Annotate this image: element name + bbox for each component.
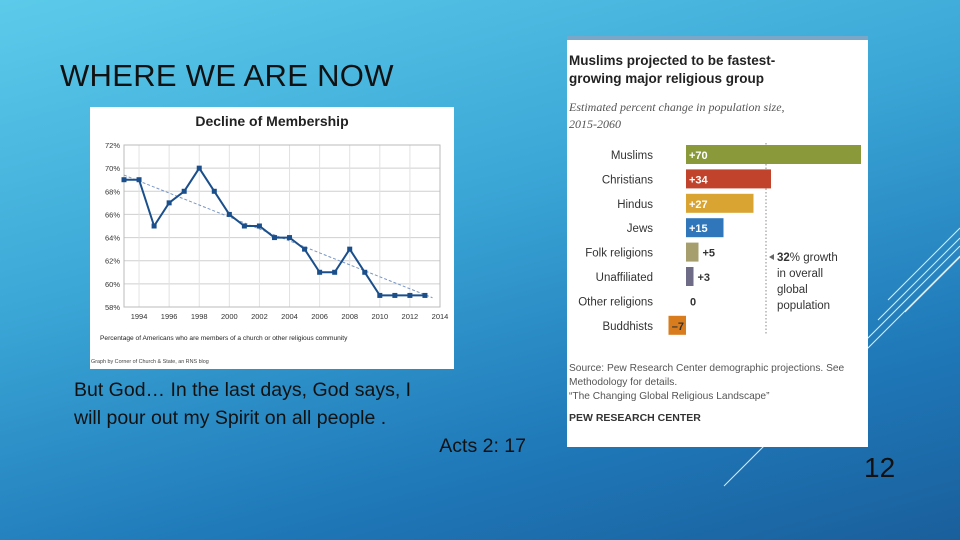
- reference-label-line-1: 32% growth: [777, 252, 838, 264]
- y-tick-label: 64%: [105, 234, 120, 243]
- bar: [686, 193, 754, 213]
- x-tick-label: 2006: [311, 312, 328, 321]
- bar: [686, 267, 694, 286]
- y-tick-label: 72%: [105, 141, 120, 150]
- bar-chart-title-line-2: growing major religious group: [569, 71, 764, 86]
- x-tick-label: 1994: [131, 312, 148, 321]
- x-tick-label: 2004: [281, 312, 298, 321]
- x-tick-label: 1996: [161, 312, 178, 321]
- reference-label-line: global: [777, 284, 808, 296]
- bar-chart-source-line: Methodology for details.: [569, 377, 677, 388]
- data-point: [362, 269, 368, 275]
- data-point: [407, 292, 413, 298]
- data-point: [196, 165, 202, 171]
- bar-value-label: +27: [689, 199, 708, 211]
- slide-title: WHERE WE ARE NOW: [60, 58, 394, 93]
- x-tick-label: 1998: [191, 312, 208, 321]
- data-point: [287, 235, 293, 241]
- bar: [686, 169, 771, 189]
- y-tick-label: 68%: [105, 187, 120, 196]
- data-point: [422, 292, 428, 298]
- category-label: Hindus: [617, 199, 653, 211]
- y-tick-label: 62%: [105, 257, 120, 266]
- bar: [686, 218, 724, 238]
- x-axis-label: Percentage of Americans who are members …: [100, 335, 348, 342]
- data-point: [302, 246, 308, 252]
- caption-line-1: But God… In the last days, God says, I: [74, 379, 412, 401]
- category-label: Jews: [627, 223, 653, 235]
- data-point: [241, 223, 247, 229]
- data-point: [136, 177, 142, 183]
- bar-value-label: +34: [689, 174, 709, 186]
- bar: [668, 315, 686, 335]
- religion-bar-chart: Muslims projected to be fastest-growing …: [567, 36, 868, 424]
- publisher-label: PEW RESEARCH CENTER: [569, 412, 701, 424]
- bar-chart-subtitle-line-2: 2015-2060: [569, 117, 621, 131]
- category-label: Other religions: [578, 296, 653, 308]
- bar-value-label: +3: [698, 272, 711, 284]
- bar-value-label: +5: [703, 248, 716, 260]
- y-tick-label: 58%: [105, 303, 120, 312]
- y-tick-label: 70%: [105, 164, 120, 173]
- membership-line-chart: Decline of Membership 72% 70% 68% 66% 64% 62% 6…: [91, 113, 449, 365]
- bar: [686, 242, 699, 262]
- bar-chart-subtitle-line-1: Estimated percent change in population s…: [568, 100, 785, 114]
- data-point: [226, 211, 232, 217]
- category-label: Folk religions: [585, 248, 653, 260]
- bar-value-label: 0: [690, 296, 696, 308]
- data-point: [377, 292, 383, 298]
- y-tick-label: 66%: [105, 210, 120, 219]
- data-point: [271, 235, 277, 241]
- x-tick-label: 2000: [221, 312, 238, 321]
- chart-title: Decline of Membership: [195, 113, 348, 129]
- reference-label-line: in overall: [777, 268, 823, 280]
- x-tick-label: 2002: [251, 312, 268, 321]
- plot-area: [123, 144, 441, 308]
- bar-chart-title-line-1: Muslims projected to be fastest-: [569, 53, 775, 68]
- bar-chart-source-line: “The Changing Global Religious Landscape…: [569, 391, 770, 402]
- slide-number: 12: [864, 452, 896, 483]
- bar-chart-source-line: Source: Pew Research Center demographic …: [569, 363, 845, 374]
- caption-reference: Acts 2: 17: [439, 435, 526, 457]
- category-label: Muslims: [611, 150, 653, 162]
- bar: [686, 145, 861, 164]
- data-point: [392, 292, 398, 298]
- data-point: [347, 246, 353, 252]
- membership-chart: Decline of Membership 72% 70% 68% 66% 64% 62% 6…: [90, 107, 454, 369]
- bar-value-label: –7: [672, 321, 684, 333]
- category-label: Unaffiliated: [596, 272, 653, 284]
- data-point: [181, 188, 187, 194]
- bar-value-label: +70: [689, 150, 708, 162]
- x-tick-label: 2010: [371, 312, 388, 321]
- x-tick-label: 2014: [432, 312, 449, 321]
- data-point: [211, 188, 217, 194]
- data-point: [121, 177, 127, 183]
- religion-growth-chart: Muslims projected to be fastest-growing …: [567, 36, 868, 447]
- reference-pointer: [769, 254, 774, 260]
- trend-line: [123, 174, 433, 299]
- x-tick-label: 2008: [341, 312, 358, 321]
- data-point: [151, 223, 157, 229]
- data-point: [332, 269, 338, 275]
- caption-line-2: will pour out my Spirit on all people .: [74, 407, 387, 429]
- category-label: Buddhists: [602, 321, 653, 333]
- category-label: Christians: [602, 174, 653, 186]
- bar-value-label: +15: [689, 223, 708, 235]
- data-point: [317, 269, 323, 275]
- data-point: [256, 223, 262, 229]
- scripture-caption: But God… In the last days, God says, I w…: [74, 376, 534, 460]
- chart-source: Graph by Corner of Church & State, an RN…: [91, 359, 209, 365]
- data-point: [166, 200, 172, 206]
- x-tick-label: 2012: [402, 312, 419, 321]
- reference-label-line: population: [777, 300, 830, 312]
- header-rule: [567, 36, 868, 40]
- y-tick-label: 60%: [105, 280, 120, 289]
